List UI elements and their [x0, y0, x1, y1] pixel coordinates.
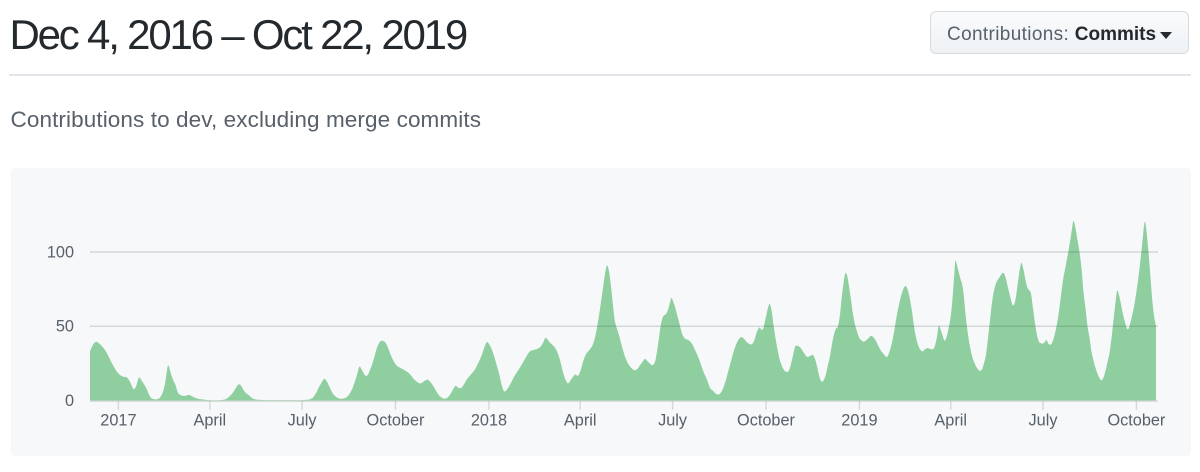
svg-text:October: October: [737, 412, 795, 430]
svg-text:2018: 2018: [471, 412, 507, 430]
svg-text:April: April: [564, 412, 597, 430]
svg-text:50: 50: [56, 318, 74, 336]
svg-text:October: October: [367, 412, 425, 430]
svg-text:July: July: [1029, 412, 1059, 430]
svg-text:2017: 2017: [100, 412, 136, 430]
svg-text:0: 0: [65, 392, 74, 410]
svg-text:July: July: [288, 412, 318, 430]
svg-text:July: July: [658, 412, 688, 430]
svg-text:100: 100: [47, 243, 74, 261]
svg-text:April: April: [194, 412, 227, 430]
svg-text:2019: 2019: [841, 412, 877, 430]
svg-text:April: April: [934, 412, 967, 430]
svg-text:October: October: [1107, 412, 1165, 430]
